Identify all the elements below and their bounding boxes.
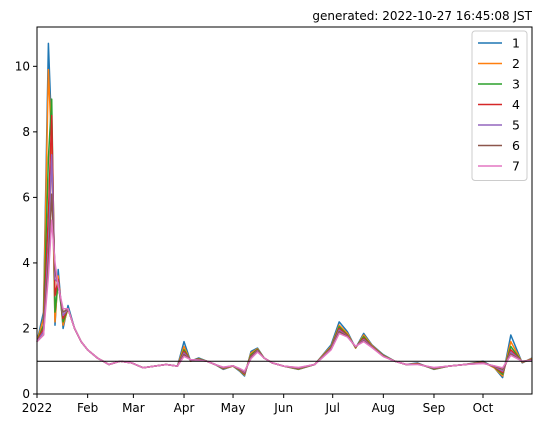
x-tick-label: Aug [372,401,395,415]
y-tick-label: 6 [22,190,30,204]
x-tick-label: May [221,401,246,415]
y-tick-label: 2 [22,321,30,335]
plot-frame [36,26,533,395]
x-tick-label: Apr [174,401,195,415]
x-tick-label: Jun [273,401,293,415]
series-layer [36,42,533,379]
legend-label-7: 7 [512,159,520,174]
legend-box [471,30,528,181]
legend-label-4: 4 [512,97,520,112]
generated-timestamp: generated: 2022-10-27 16:45:08 JST [312,9,532,23]
legend-label-1: 1 [512,36,520,51]
y-tick-label: 10 [15,59,30,73]
x-tick-label: Sep [423,401,446,415]
legend-label-2: 2 [512,56,520,71]
x-tick-label: 2022 [22,401,53,415]
x-axis: 2022 Feb Mar Apr May Jun Jul Aug Sep Oct [22,394,494,415]
x-tick-label: Oct [473,401,494,415]
y-tick-label: 4 [22,256,30,270]
legend-label-6: 6 [512,138,520,153]
x-tick-label: Mar [122,401,145,415]
y-axis: 0 2 4 6 8 10 [15,59,37,401]
legend-label-5: 5 [512,118,520,133]
x-tick-label: Feb [77,401,98,415]
x-tick-label: Jul [324,401,339,415]
y-tick-label: 0 [22,387,30,401]
plot-area [36,26,533,395]
legend-label-3: 3 [512,77,520,92]
y-tick-label: 8 [22,125,30,139]
legend: 1 2 3 4 5 6 7 [471,30,528,181]
series-line-7 [36,219,533,372]
